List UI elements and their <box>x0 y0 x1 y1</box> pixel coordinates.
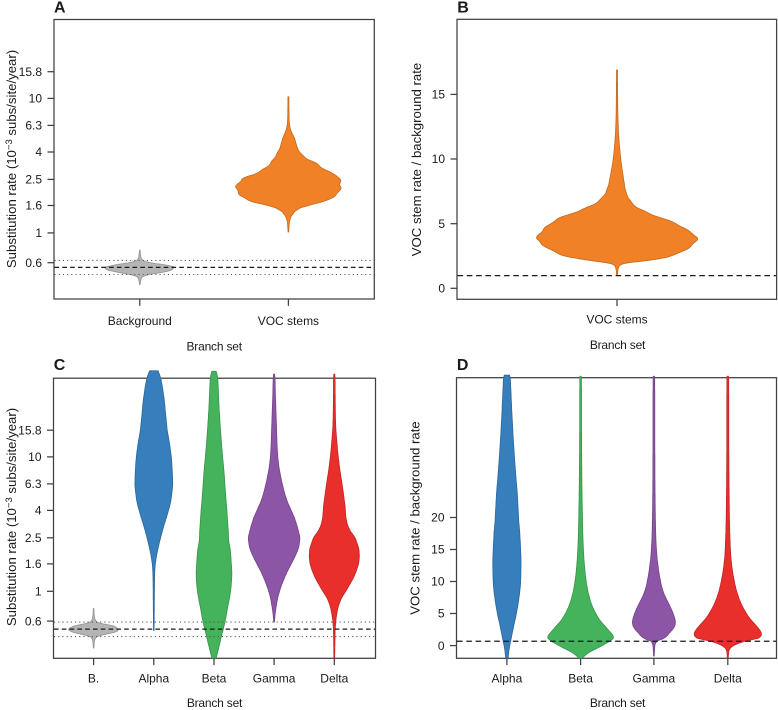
svg-text:0: 0 <box>438 639 445 653</box>
svg-text:5: 5 <box>438 607 445 621</box>
svg-text:4: 4 <box>35 145 42 159</box>
svg-text:Branch set: Branch set <box>590 338 646 352</box>
svg-text:Beta: Beta <box>568 672 593 686</box>
svg-text:10: 10 <box>432 152 446 166</box>
svg-text:20: 20 <box>431 511 445 525</box>
svg-text:0.6: 0.6 <box>25 256 42 270</box>
svg-text:2.5: 2.5 <box>25 173 42 187</box>
svg-text:Gamma: Gamma <box>633 672 676 686</box>
svg-text:15: 15 <box>431 543 445 557</box>
svg-text:15.8: 15.8 <box>18 423 42 437</box>
svg-text:0: 0 <box>438 282 445 296</box>
svg-text:6.3: 6.3 <box>25 477 42 491</box>
svg-text:Delta: Delta <box>320 672 348 686</box>
svg-text:Gamma: Gamma <box>253 672 296 686</box>
svg-text:Substitution rate (10−3 subs/s: Substitution rate (10−3 subs/site/year) <box>4 50 19 268</box>
svg-text:VOC stem rate / background rat: VOC stem rate / background rate <box>408 421 423 615</box>
svg-text:1: 1 <box>35 585 42 599</box>
svg-text:15.8: 15.8 <box>19 65 43 79</box>
svg-text:4: 4 <box>35 504 42 518</box>
svg-text:C: C <box>54 357 66 374</box>
svg-text:B: B <box>457 0 469 17</box>
svg-text:VOC stem rate / background rat: VOC stem rate / background rate <box>409 63 424 257</box>
svg-text:VOC stems: VOC stems <box>258 314 319 328</box>
svg-text:1: 1 <box>35 226 42 240</box>
svg-text:10: 10 <box>431 575 445 589</box>
svg-text:Alpha: Alpha <box>492 672 523 686</box>
svg-text:Substitution rate (10−3 subs/s: Substitution rate (10−3 subs/site/year) <box>4 408 19 626</box>
svg-text:Alpha: Alpha <box>138 672 169 686</box>
svg-text:Delta: Delta <box>714 672 742 686</box>
svg-text:2.5: 2.5 <box>25 531 42 545</box>
svg-text:10: 10 <box>29 92 43 106</box>
svg-text:Branch set: Branch set <box>187 696 243 710</box>
svg-text:A: A <box>54 0 66 17</box>
svg-text:Beta: Beta <box>202 672 227 686</box>
svg-text:Background: Background <box>108 314 172 328</box>
svg-text:1.6: 1.6 <box>25 199 42 213</box>
svg-text:Branch set: Branch set <box>187 340 243 354</box>
svg-text:15: 15 <box>432 88 446 102</box>
svg-text:VOC stems: VOC stems <box>586 313 647 327</box>
svg-text:1.6: 1.6 <box>25 557 42 571</box>
svg-text:D: D <box>457 357 469 374</box>
svg-text:B.: B. <box>88 672 99 686</box>
svg-text:0.6: 0.6 <box>25 614 42 628</box>
svg-text:10: 10 <box>28 450 42 464</box>
svg-text:6.3: 6.3 <box>25 119 42 133</box>
svg-text:5: 5 <box>438 217 445 231</box>
svg-text:Branch set: Branch set <box>590 696 646 710</box>
